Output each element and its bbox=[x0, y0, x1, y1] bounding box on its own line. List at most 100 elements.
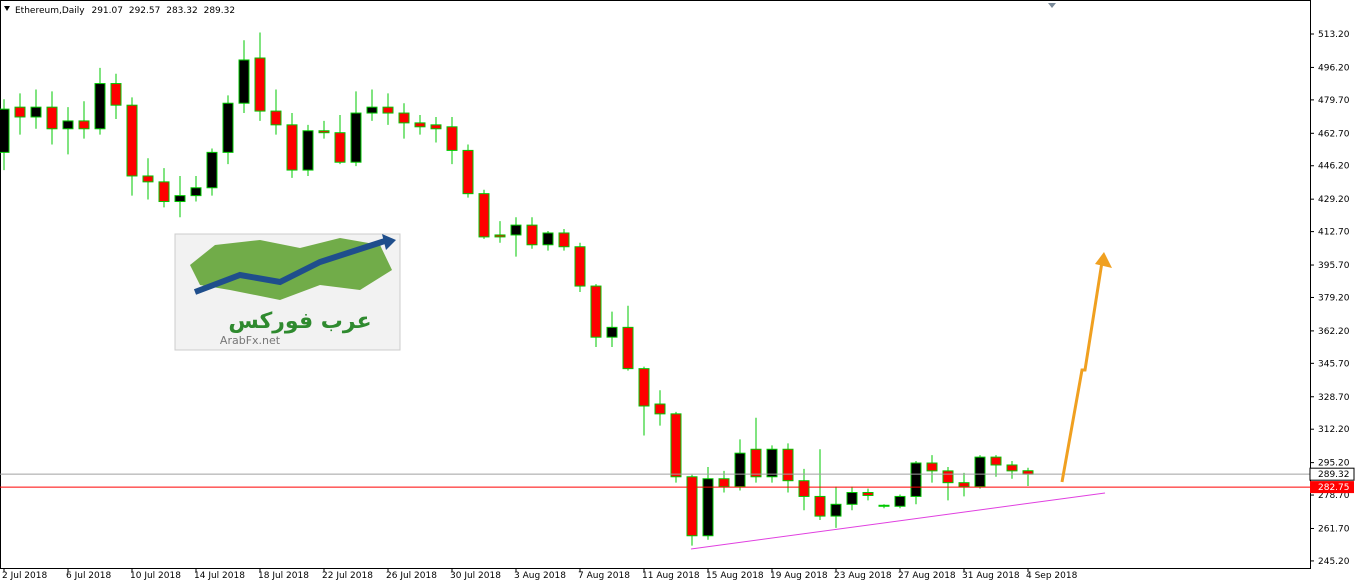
candle-body bbox=[542, 232, 554, 246]
forecast-arrow bbox=[1060, 261, 1104, 483]
y-tick-label: 295.20 bbox=[1318, 459, 1350, 469]
x-tick-label: 23 Aug 2018 bbox=[834, 571, 892, 581]
x-tick-label: 30 Jul 2018 bbox=[450, 571, 501, 581]
x-tick-label: 3 Aug 2018 bbox=[514, 571, 566, 581]
candle-body bbox=[430, 124, 442, 130]
candle-body bbox=[686, 476, 698, 537]
y-tick-label: 278.70 bbox=[1318, 491, 1350, 501]
candle-body bbox=[318, 130, 330, 134]
candle-body bbox=[382, 106, 394, 114]
candle-body bbox=[718, 478, 730, 488]
candle-body bbox=[350, 112, 362, 163]
logo: عرب فوركس ArabFx.net bbox=[174, 233, 401, 351]
header-high: 292.57 bbox=[129, 6, 161, 16]
candle-body bbox=[254, 57, 266, 112]
candle-body bbox=[670, 413, 682, 478]
candle-body bbox=[302, 130, 314, 171]
candle-body bbox=[734, 452, 746, 488]
x-tick-label: 11 Aug 2018 bbox=[642, 571, 700, 581]
y-tick-label: 462.70 bbox=[1318, 129, 1350, 139]
y-tick-label: 328.70 bbox=[1318, 393, 1350, 403]
x-tick-label: 15 Aug 2018 bbox=[706, 571, 764, 581]
x-tick-label: 26 Jul 2018 bbox=[386, 571, 437, 581]
x-tick-label: 6 Jul 2018 bbox=[66, 571, 111, 581]
candle-body bbox=[1022, 470, 1034, 475]
candle-body bbox=[782, 448, 794, 482]
candle-body bbox=[398, 112, 410, 124]
candle-body bbox=[158, 181, 170, 203]
candle-body bbox=[750, 448, 762, 478]
candle-body bbox=[334, 132, 346, 163]
candle-body bbox=[270, 110, 282, 126]
candle-body bbox=[814, 495, 826, 517]
candle-body bbox=[0, 108, 10, 153]
y-tick-label: 496.20 bbox=[1318, 63, 1350, 73]
candle-body bbox=[654, 403, 666, 415]
x-tick-label: 31 Aug 2018 bbox=[962, 571, 1020, 581]
x-tick-label: 10 Jul 2018 bbox=[130, 571, 181, 581]
candle-body bbox=[974, 456, 986, 488]
candle-body bbox=[46, 106, 58, 130]
candle-body bbox=[926, 462, 938, 472]
candle-body bbox=[62, 120, 74, 130]
candle-body bbox=[206, 151, 218, 189]
candle-body bbox=[222, 102, 234, 153]
hline-label: 282.75 bbox=[1318, 483, 1350, 493]
y-tick-label: 513.20 bbox=[1318, 30, 1350, 40]
candle-body bbox=[878, 504, 890, 507]
logo-title: عرب فوركس bbox=[228, 309, 371, 334]
candle-body bbox=[606, 326, 618, 338]
x-tick-label: 27 Aug 2018 bbox=[898, 571, 956, 581]
candle-body bbox=[526, 224, 538, 246]
candle-body bbox=[142, 175, 154, 183]
candle-body bbox=[894, 495, 906, 507]
y-tick-label: 261.70 bbox=[1318, 524, 1350, 534]
candle-body bbox=[558, 232, 570, 248]
hline-box bbox=[1310, 481, 1354, 494]
candle-body bbox=[462, 149, 474, 195]
candle-body bbox=[846, 492, 858, 505]
shift-marker bbox=[1048, 3, 1056, 8]
candle-body bbox=[830, 503, 842, 517]
candle-body bbox=[238, 59, 250, 104]
y-tick-label: 446.20 bbox=[1318, 162, 1350, 172]
candle-body bbox=[910, 462, 922, 497]
candle-body bbox=[190, 187, 202, 197]
y-tick-label: 245.20 bbox=[1318, 557, 1350, 567]
candle-body bbox=[94, 83, 106, 130]
candle-body bbox=[702, 478, 714, 537]
x-tick-label: 22 Jul 2018 bbox=[322, 571, 373, 581]
chart-header: Ethereum,Daily 291.07 292.57 283.32 289.… bbox=[15, 6, 235, 16]
x-tick-label: 19 Aug 2018 bbox=[770, 571, 828, 581]
candle-body bbox=[958, 482, 970, 488]
x-tick-label: 14 Jul 2018 bbox=[194, 571, 245, 581]
candle-body bbox=[510, 224, 522, 236]
candle-body bbox=[766, 448, 778, 478]
logo-arrowhead bbox=[382, 234, 396, 250]
candle-body bbox=[14, 106, 26, 118]
y-tick-label: 412.70 bbox=[1318, 228, 1350, 238]
candle-body bbox=[622, 326, 634, 370]
x-tick-label: 18 Jul 2018 bbox=[258, 571, 309, 581]
candle-body bbox=[638, 368, 650, 407]
candle-body bbox=[30, 106, 42, 118]
last-price-label: 289.32 bbox=[1318, 470, 1350, 480]
header-low: 283.32 bbox=[166, 6, 198, 16]
candle-body bbox=[494, 234, 506, 238]
candle-body bbox=[78, 120, 90, 130]
candle-body bbox=[446, 126, 458, 151]
x-tick-label: 2 Jul 2018 bbox=[2, 571, 47, 581]
candle-body bbox=[942, 470, 954, 484]
candle-body bbox=[174, 195, 186, 203]
trend-line bbox=[690, 492, 1106, 550]
candle-body bbox=[126, 104, 138, 177]
candle-body bbox=[1006, 464, 1018, 472]
candle-body bbox=[366, 106, 378, 114]
candle-body bbox=[286, 124, 298, 171]
header-close: 289.32 bbox=[204, 6, 236, 16]
symbol: Ethereum,Daily bbox=[15, 6, 85, 16]
last-price-box bbox=[1309, 467, 1355, 481]
candle-body bbox=[990, 456, 1002, 466]
y-tick-label: 345.70 bbox=[1318, 359, 1350, 369]
